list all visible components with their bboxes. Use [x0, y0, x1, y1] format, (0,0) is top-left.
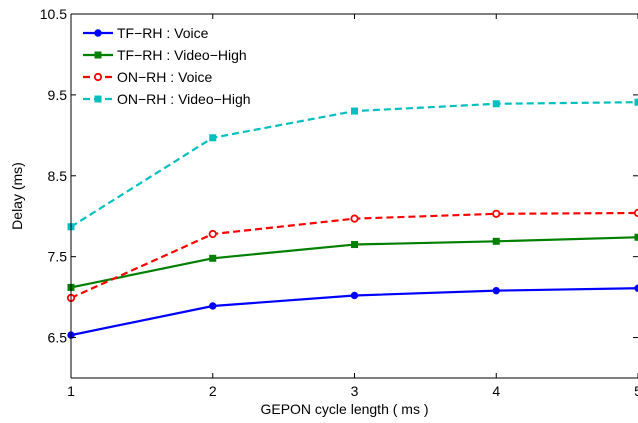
- data-point: [350, 214, 359, 223]
- y-tick-label: 6.5: [48, 330, 68, 346]
- y-axis-title: Delay (ms): [9, 162, 25, 230]
- x-tick-label: 5: [634, 383, 638, 399]
- y-tick-label: 8.5: [48, 168, 68, 184]
- axes: 1 2 3 4 5 6.5 7.5 8.5 9.5 10.5: [40, 6, 638, 399]
- data-point: [492, 209, 501, 218]
- plot-area: [66, 98, 638, 339]
- data-point: [351, 241, 358, 249]
- data-point: [209, 254, 217, 262]
- y-tick-label: 9.5: [48, 87, 68, 103]
- legend-label: TF−RH : Voice: [117, 25, 209, 41]
- x-tick-label: 1: [67, 383, 75, 399]
- x-tick-label: 3: [351, 383, 359, 399]
- data-point: [492, 237, 500, 245]
- x-axis-title: GEPON cycle length ( ms ): [260, 401, 428, 417]
- legend-label: ON−RH : Voice: [117, 69, 213, 85]
- legend-label: ON−RH : Video−High: [117, 91, 251, 107]
- data-point: [209, 134, 217, 142]
- data-point: [492, 100, 500, 108]
- data-point: [208, 229, 217, 239]
- x-tick-label: 4: [492, 383, 500, 399]
- data-point: [634, 98, 638, 106]
- data-point: [634, 233, 638, 241]
- legend-marker: [94, 51, 102, 59]
- legend-marker: [94, 29, 102, 37]
- data-point: [209, 302, 217, 310]
- data-point: [350, 291, 359, 300]
- legend: TF−RH : Voice TF−RH : Video−High ON−RH : V…: [83, 25, 251, 107]
- data-point: [351, 107, 358, 115]
- legend-marker: [94, 95, 102, 103]
- y-tick-label: 7.5: [48, 249, 68, 265]
- legend-label: TF−RH : Video−High: [117, 47, 247, 63]
- y-tick-label: 10.5: [40, 6, 67, 22]
- legend-marker: [93, 72, 103, 82]
- data-point: [492, 286, 500, 295]
- x-tick-label: 2: [209, 383, 217, 399]
